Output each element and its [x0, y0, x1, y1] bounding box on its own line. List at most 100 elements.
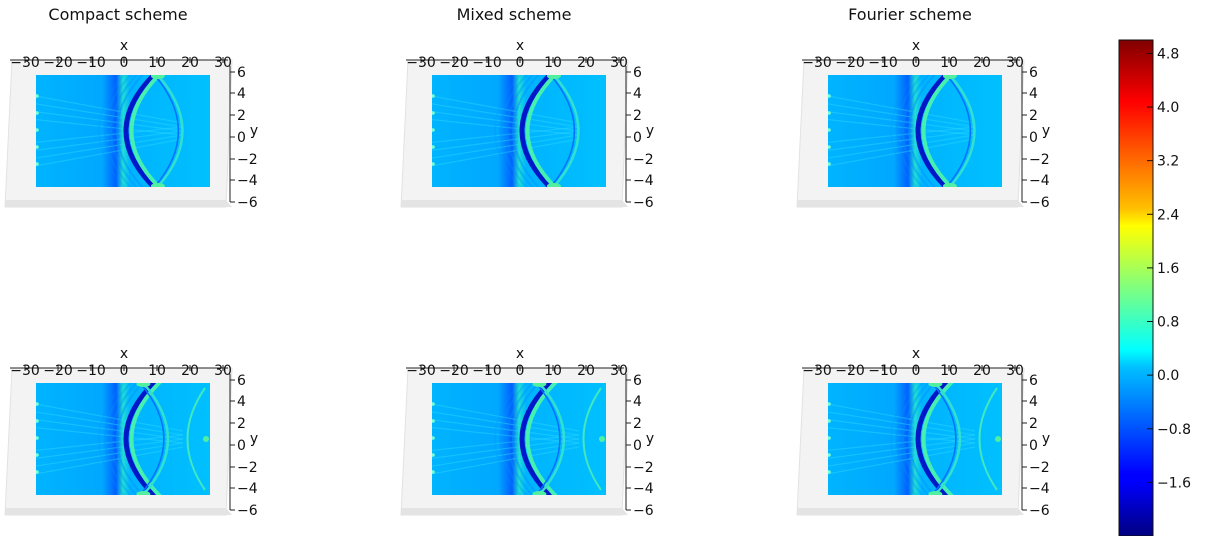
x-tick-label: 10	[544, 363, 562, 379]
x-tick-label: 30	[1006, 55, 1024, 71]
y-tick-label: 0	[633, 438, 642, 454]
edge-spot	[136, 491, 151, 495]
colorbar-tick-label: −1.6	[1157, 475, 1191, 491]
wave-front-trough	[915, 75, 950, 187]
ripple-arc	[902, 75, 930, 187]
edge-spot	[203, 436, 209, 442]
y-axis-label: y	[1042, 431, 1050, 447]
y-tick-label: 4	[1029, 86, 1038, 102]
panel-title-3: Fourier scheme	[848, 5, 972, 24]
interference-line	[432, 103, 580, 128]
edge-bright-dot	[36, 94, 39, 98]
x-tick-label: −20	[439, 363, 469, 379]
ripple-arc	[98, 383, 126, 495]
edge-bright-dot	[432, 94, 435, 98]
interference-line	[36, 434, 184, 451]
interference-line	[432, 434, 580, 451]
interference-line	[828, 111, 976, 132]
interference-line	[36, 130, 184, 151]
edge-bright-dot	[36, 111, 39, 115]
edge-bright-dot	[36, 162, 39, 166]
x-tick-label: −10	[472, 363, 502, 379]
reflected-wave-trough	[534, 383, 561, 495]
interference-line	[432, 411, 580, 436]
wave-front-trough	[123, 75, 158, 187]
x-tick-label: 0	[912, 363, 921, 379]
y-axis-label: y	[250, 123, 258, 139]
interference-line	[36, 134, 184, 159]
x-tick-label: −10	[76, 55, 106, 71]
colorbar-tick-label: 4.8	[1157, 46, 1179, 62]
edge-spot	[546, 183, 561, 187]
y-tick-label: −4	[1029, 173, 1050, 189]
edge-bright-dot	[432, 436, 435, 440]
y-tick-label: 2	[633, 108, 642, 124]
interference-line	[36, 438, 184, 459]
reflected-wave-trough	[138, 383, 165, 495]
interference-line	[432, 95, 580, 124]
interference-line	[828, 438, 976, 459]
edge-spot	[942, 183, 957, 187]
wave-features	[36, 383, 209, 495]
x-tick-label: −20	[439, 55, 469, 71]
interference-line	[828, 427, 976, 444]
y-tick-label: −6	[633, 195, 654, 211]
x-tick-label: 0	[912, 55, 921, 71]
y-tick-label: 6	[237, 65, 246, 81]
wave-features	[432, 383, 605, 495]
interference-line	[36, 103, 184, 128]
x-tick-label: −30	[802, 55, 832, 71]
interference-line	[36, 427, 184, 444]
interference-line	[432, 419, 580, 440]
x-tick-label: 0	[120, 363, 129, 379]
x-tick-label: 30	[1006, 363, 1024, 379]
y-tick-label: 6	[1029, 65, 1038, 81]
interference-line	[828, 119, 976, 136]
edge-bright-dot	[828, 419, 831, 423]
wave-front-trough	[915, 383, 950, 495]
ripple-arc	[512, 75, 540, 187]
y-tick-label: −6	[1029, 195, 1050, 211]
interference-line	[36, 411, 184, 436]
wave-features	[432, 75, 580, 187]
y-tick-label: −6	[237, 195, 258, 211]
edge-spot	[599, 436, 605, 442]
y-tick-label: −4	[633, 481, 654, 497]
x-tick-label: 20	[577, 55, 595, 71]
y-tick-label: 2	[237, 108, 246, 124]
y-tick-label: 4	[237, 86, 246, 102]
panel-title-2: Mixed scheme	[457, 5, 572, 24]
x-axis-label: x	[120, 38, 128, 54]
y-tick-label: −6	[237, 503, 258, 519]
wave-front-trough	[123, 383, 158, 495]
y-tick-label: 0	[237, 438, 246, 454]
y-tick-label: 6	[237, 373, 246, 389]
y-tick-label: 6	[633, 65, 642, 81]
y-axis-label: y	[646, 123, 654, 139]
x-tick-label: 20	[577, 363, 595, 379]
edge-spot	[532, 383, 547, 387]
y-tick-label: −2	[237, 460, 258, 476]
ripple-arc	[902, 383, 930, 495]
interference-line	[432, 138, 580, 167]
edge-bright-dot	[828, 470, 831, 474]
interference-line	[828, 138, 976, 167]
reflected-wave	[155, 75, 184, 187]
wave-features	[36, 75, 184, 187]
x-tick-label: 10	[940, 55, 958, 71]
edge-bright-dot	[36, 145, 39, 149]
edge-spot	[136, 383, 151, 387]
interference-line	[828, 442, 976, 467]
edge-bright-dot	[432, 453, 435, 457]
pane-edge	[401, 508, 628, 515]
edge-bright-dot	[432, 145, 435, 149]
interference-line	[36, 111, 184, 132]
edge-bright-dot	[36, 419, 39, 423]
interference-line	[36, 95, 184, 124]
x-tick-label: 30	[214, 363, 232, 379]
ripple-arc	[512, 383, 540, 495]
x-tick-label: 30	[214, 55, 232, 71]
